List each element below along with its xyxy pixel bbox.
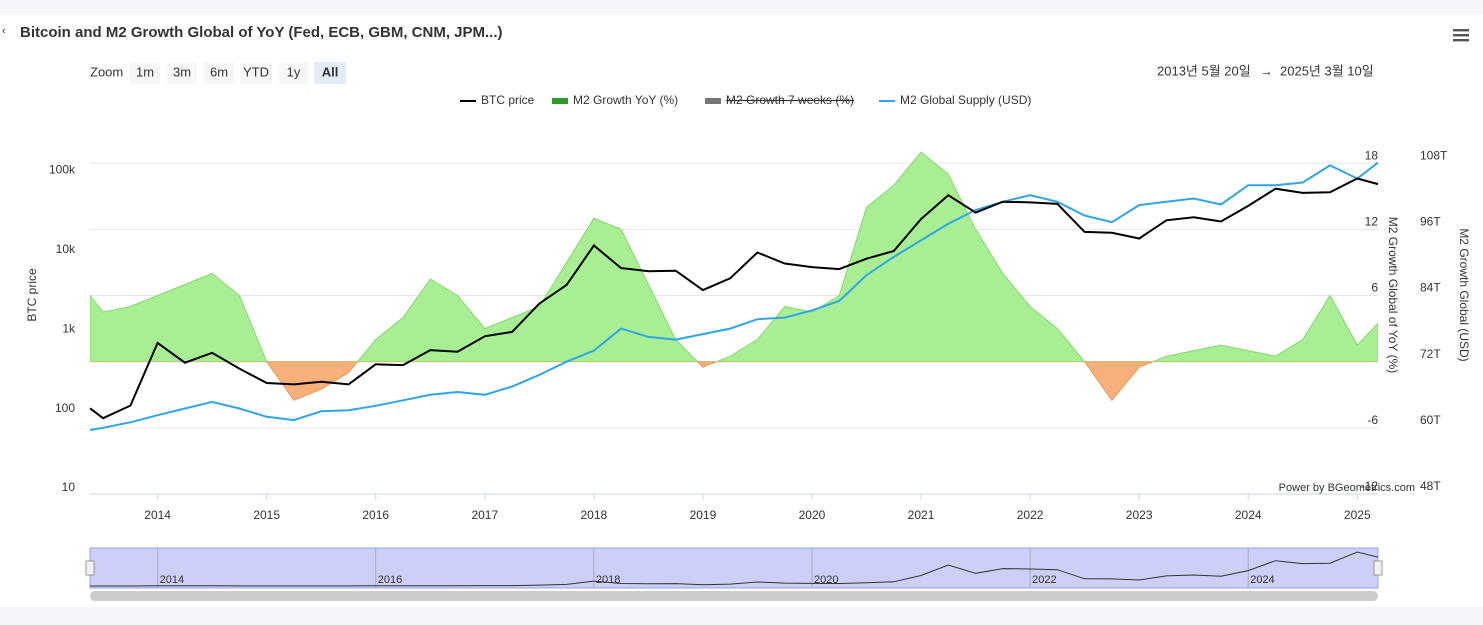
chart-title: Bitcoin and M2 Growth Global of YoY (Fed…: [20, 24, 503, 41]
navigator-label: 2018: [596, 574, 620, 586]
y-tick-label: 1k: [62, 321, 76, 335]
navigator-line: [90, 551, 1379, 587]
x-tick-label: 2023: [1126, 508, 1153, 522]
area-positive: [90, 151, 1378, 362]
credit: Power by BGeometrics.com: [1279, 482, 1415, 494]
navigator-label: 2016: [378, 574, 402, 586]
y-tick-label: 100: [55, 401, 75, 415]
x-tick-label: 2014: [144, 508, 171, 522]
y3-tick-label: 84T: [1420, 281, 1441, 295]
x-tick-label: 2020: [799, 508, 826, 522]
y2-tick-label: 12: [1365, 215, 1379, 229]
navigator-handle[interactable]: [1373, 560, 1383, 576]
legend-icon: [705, 98, 721, 104]
y2-tick-label: -6: [1367, 413, 1378, 427]
y3-axis-title: M2 Growth Global (USD): [1457, 228, 1471, 361]
line: [89, 177, 1379, 420]
menu-icon[interactable]: [1453, 29, 1469, 42]
x-tick-label: 2021: [908, 508, 935, 522]
zoom-button-label[interactable]: YTD: [243, 64, 269, 79]
line: [89, 161, 1379, 431]
y-tick-label: 10: [62, 480, 76, 494]
navigator-label: 2014: [160, 574, 184, 586]
navigator-label: 2024: [1250, 574, 1274, 586]
x-tick-label: 2022: [1017, 508, 1044, 522]
y-axis-title: BTC price: [25, 268, 39, 322]
x-tick-label: 2017: [471, 508, 498, 522]
x-tick-label: 2018: [581, 508, 608, 522]
x-tick-label: 2024: [1235, 508, 1262, 522]
x-tick-label: 2019: [690, 508, 717, 522]
y3-tick-label: 96T: [1420, 215, 1441, 229]
x-tick-label: 2016: [362, 508, 389, 522]
y3-tick-label: 48T: [1420, 479, 1441, 493]
legend-label[interactable]: M2 Global Supply (USD): [900, 93, 1031, 107]
zoom-button-label[interactable]: All: [322, 64, 339, 79]
y2-tick-label: 18: [1365, 148, 1379, 162]
zoom-label: Zoom: [90, 64, 123, 79]
zoom-button[interactable]: [240, 62, 272, 84]
legend-label[interactable]: BTC price: [481, 93, 535, 107]
zoom-button[interactable]: [279, 62, 308, 84]
legend-label[interactable]: M2 Growth YoY (%): [573, 93, 678, 107]
range-to[interactable]: 2025년 3월 10일: [1280, 63, 1374, 78]
y2-axis-title: M2 Growth Global of YoY (%): [1386, 217, 1400, 374]
navigator-label: 2020: [814, 574, 838, 586]
zoom-button[interactable]: [314, 62, 346, 84]
x-tick-label: 2015: [253, 508, 280, 522]
zoom-button-label[interactable]: 1m: [136, 64, 154, 79]
navigator-label: 2022: [1032, 574, 1056, 586]
navigator-mask: [89, 547, 1379, 589]
y2-tick-label: -12: [1361, 479, 1379, 493]
back-icon[interactable]: ‹: [2, 25, 6, 37]
card: [0, 15, 1483, 607]
y3-tick-label: 60T: [1420, 413, 1441, 427]
zoom-button-label[interactable]: 1y: [287, 64, 301, 79]
scrollbar[interactable]: [90, 591, 1378, 601]
x-tick-label: 2025: [1344, 508, 1371, 522]
y2-tick-label: 6: [1371, 281, 1378, 295]
area-negative: [90, 361, 1378, 402]
zoom-button[interactable]: [167, 62, 197, 84]
range-from[interactable]: 2013년 5월 20일: [1157, 63, 1251, 78]
y-tick-label: 10k: [56, 242, 76, 256]
zoom-button-label[interactable]: 6m: [210, 64, 228, 79]
zoom-button-label[interactable]: 3m: [173, 64, 191, 79]
y-tick-label: 100k: [49, 163, 76, 177]
zoom-button[interactable]: [204, 62, 234, 84]
y3-tick-label: 72T: [1420, 347, 1441, 361]
legend-icon: [552, 98, 568, 104]
legend-label[interactable]: M2 Growth 7 weeks (%): [726, 93, 854, 107]
zoom-button[interactable]: [130, 62, 160, 84]
range-arrow: →: [1260, 63, 1273, 78]
y3-tick-label: 108T: [1420, 148, 1448, 162]
navigator-handle[interactable]: [85, 560, 95, 576]
